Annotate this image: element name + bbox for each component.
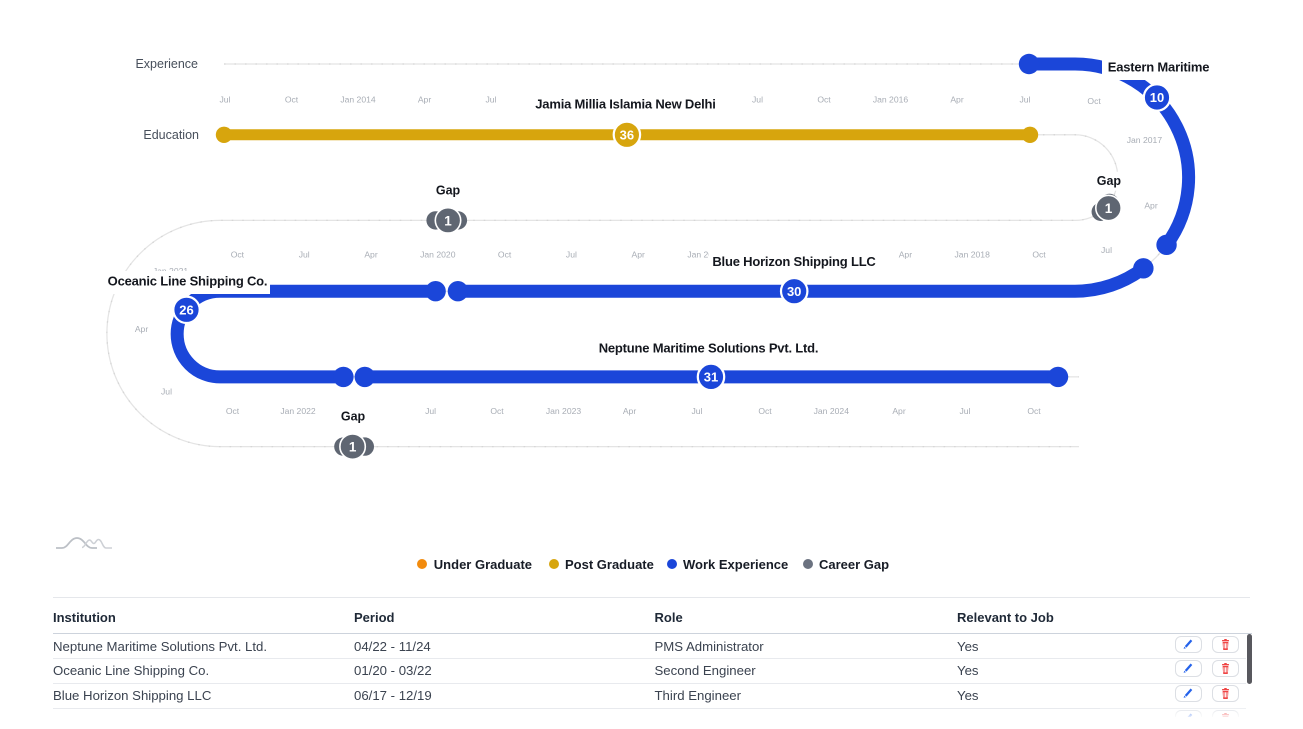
svg-text:Education: Education [143, 128, 199, 142]
svg-text:Jan 2024: Jan 2024 [814, 406, 850, 416]
svg-text:Apr: Apr [892, 406, 906, 416]
svg-text:Apr: Apr [364, 250, 378, 260]
svg-text:Oct: Oct [1027, 406, 1041, 416]
svg-text:26: 26 [179, 302, 193, 317]
svg-text:Apr: Apr [950, 95, 964, 105]
svg-text:Apr: Apr [623, 406, 637, 416]
svg-text:Oct: Oct [231, 250, 245, 260]
svg-text:Jan 2023: Jan 2023 [546, 406, 582, 416]
svg-text:Oct: Oct [285, 95, 299, 105]
svg-text:31: 31 [704, 370, 718, 385]
svg-text:Oct: Oct [817, 95, 831, 105]
svg-text:Gap: Gap [341, 410, 366, 424]
svg-text:Gap: Gap [1097, 174, 1122, 188]
svg-text:Oct: Oct [1032, 250, 1046, 260]
svg-text:Apr: Apr [1144, 201, 1158, 211]
svg-text:Jul: Jul [425, 406, 436, 416]
svg-text:Jul: Jul [299, 250, 310, 260]
svg-text:Jul: Jul [161, 387, 172, 397]
svg-text:Jul: Jul [1020, 95, 1031, 105]
svg-text:Eastern Maritime: Eastern Maritime [1108, 60, 1210, 75]
svg-text:Experience: Experience [135, 57, 198, 71]
svg-text:Jul: Jul [752, 95, 763, 105]
svg-text:1: 1 [349, 439, 357, 454]
svg-text:Oceanic Line Shipping Co.: Oceanic Line Shipping Co. [108, 274, 268, 289]
svg-text:Oct: Oct [758, 406, 772, 416]
svg-text:Gap: Gap [436, 184, 461, 198]
svg-text:Neptune Maritime Solutions Pvt: Neptune Maritime Solutions Pvt. Ltd. [599, 341, 819, 356]
svg-text:Jul: Jul [692, 406, 703, 416]
svg-text:1: 1 [444, 213, 452, 228]
svg-text:Oct: Oct [226, 406, 240, 416]
svg-text:Jan 2020: Jan 2020 [420, 250, 456, 260]
svg-text:Jan 2019: Jan 2019 [687, 250, 723, 260]
svg-text:Jul: Jul [486, 95, 497, 105]
svg-text:Jan 2022: Jan 2022 [280, 406, 316, 416]
svg-text:Jul: Jul [1101, 245, 1112, 255]
svg-text:Apr: Apr [899, 250, 913, 260]
svg-text:36: 36 [620, 127, 634, 142]
svg-text:Apr: Apr [632, 250, 646, 260]
svg-text:Jul: Jul [220, 95, 231, 105]
svg-text:Oct: Oct [490, 406, 504, 416]
svg-text:Apr: Apr [418, 95, 432, 105]
svg-text:Jamia Millia Islamia New Delhi: Jamia Millia Islamia New Delhi [535, 97, 715, 112]
svg-text:10: 10 [1150, 90, 1164, 105]
svg-text:Jul: Jul [566, 250, 577, 260]
svg-text:Jan 2018: Jan 2018 [955, 250, 991, 260]
svg-text:Oct: Oct [1087, 96, 1101, 106]
svg-text:1: 1 [1105, 201, 1113, 216]
svg-text:Apr: Apr [135, 324, 149, 334]
svg-text:30: 30 [787, 284, 801, 299]
svg-text:Jan 2014: Jan 2014 [340, 95, 376, 105]
svg-text:Jan 2017: Jan 2017 [1127, 135, 1163, 145]
svg-text:Oct: Oct [498, 250, 512, 260]
svg-text:Blue Horizon Shipping LLC: Blue Horizon Shipping LLC [712, 254, 876, 269]
svg-text:Jan 2016: Jan 2016 [873, 95, 909, 105]
svg-text:Jul: Jul [960, 406, 971, 416]
